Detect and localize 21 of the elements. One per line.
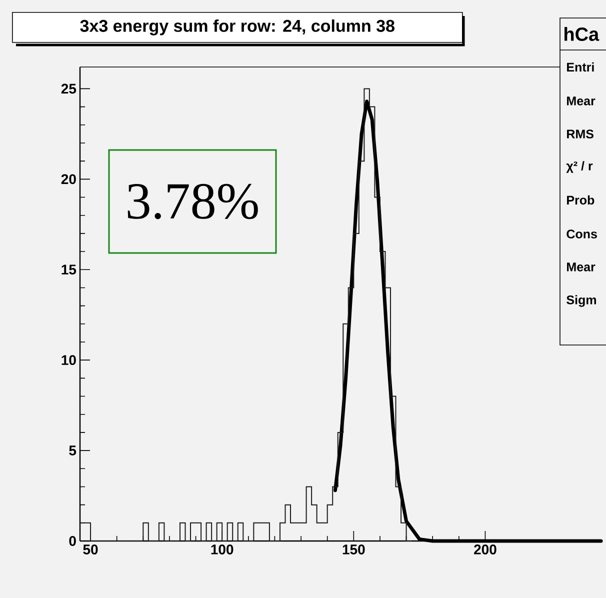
annotation: χ² / r	[566, 161, 593, 173]
y-tick-label: 15	[62, 264, 76, 275]
x-tick-label: 100	[211, 544, 234, 554]
annotation: Prob	[567, 195, 594, 205]
y-tick-label: 25	[61, 84, 76, 94]
annotation: Mear	[567, 96, 596, 106]
y-tick-label: 5	[69, 446, 76, 456]
y-tick-label: 10	[62, 355, 76, 366]
annotation: 3.78%	[128, 184, 258, 220]
annotation: Mear	[567, 262, 596, 272]
y-tick-label: 0	[69, 536, 76, 546]
x-tick-label: 150	[342, 544, 365, 554]
annotation: Entri	[567, 62, 594, 72]
annotation: RMS	[567, 130, 594, 138]
chart-title: 3x3 energy sum for row: 24, column 38	[80, 19, 394, 36]
annotation: Cons	[566, 230, 597, 238]
x-tick-label: 50	[83, 544, 98, 554]
text: hCa	[564, 27, 600, 41]
annotation: Sigm	[566, 295, 596, 307]
y-tick-label: 20	[61, 174, 76, 184]
x-tick-label: 200	[474, 544, 496, 554]
